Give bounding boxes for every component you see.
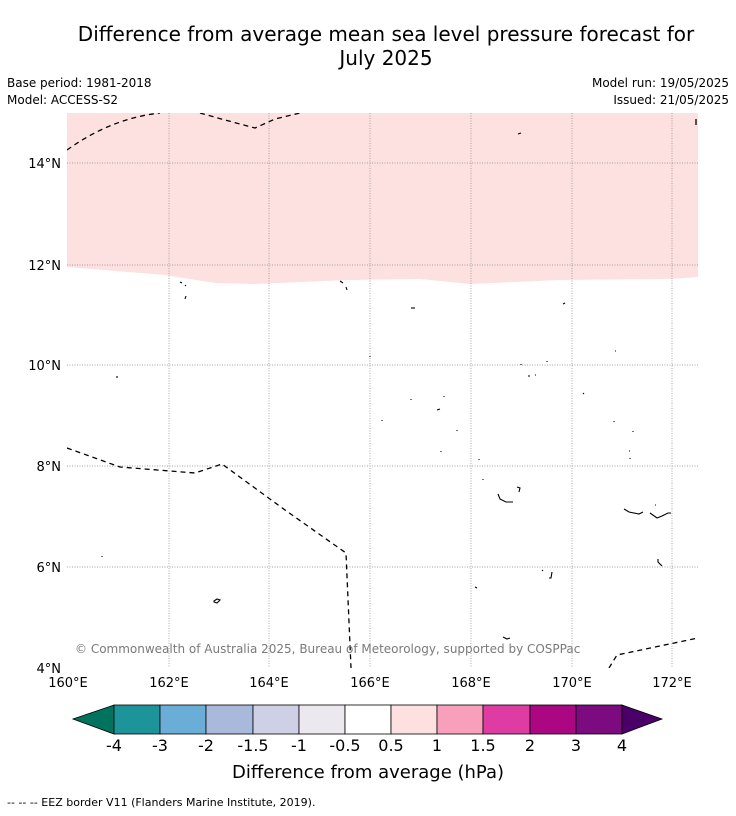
meta-right: Model run: 19/05/2025 Issued: 21/05/2025 [592, 75, 729, 109]
colorbar-cell-11 [575, 704, 623, 735]
colorbar-cell-10 [529, 704, 577, 735]
lat-tick-labels: 14°N 12°N 10°N 8°N 6°N 4°N [28, 157, 61, 677]
lat-tick-4n: 4°N [37, 662, 62, 677]
lon-tick-168e: 168°E [451, 676, 491, 691]
cbar-tick-7: 0.5 [378, 736, 403, 755]
colorbar-cell-2 [159, 704, 207, 735]
copyright-text: © Commonwealth of Australia 2025, Bureau… [75, 642, 580, 656]
chart-title: Difference from average mean sea level p… [36, 22, 736, 70]
cbar-tick-2: -3 [152, 736, 168, 755]
title-line-1: Difference from average mean sea level p… [77, 22, 695, 46]
colorbar-extend-low [71, 704, 115, 735]
colorbar-cell-4 [252, 704, 300, 735]
issued-date: Issued: 21/05/2025 [613, 93, 729, 107]
lon-tick-164e: 164°E [249, 676, 289, 691]
gridlines [67, 113, 698, 668]
lon-tick-labels: 160°E 162°E 164°E 166°E 168°E 170°E 172°… [48, 676, 692, 691]
lon-tick-172e: 172°E [652, 676, 692, 691]
colorbar-cell-3 [205, 704, 254, 735]
title-line-2: July 2025 [339, 46, 433, 70]
colorbar-cell-8 [436, 704, 484, 735]
cbar-tick-4: -1.5 [237, 736, 268, 755]
lon-tick-166e: 166°E [350, 676, 390, 691]
base-period: Base period: 1981-2018 [7, 76, 152, 90]
colorbar-extend-high [621, 704, 664, 735]
lat-tick-14n: 14°N [28, 157, 61, 172]
meta-left: Base period: 1981-2018 Model: ACCESS-S2 [7, 75, 152, 109]
cbar-tick-5: -1 [291, 736, 307, 755]
colorbar-title: Difference from average (hPa) [232, 762, 504, 783]
lon-tick-170e: 170°E [552, 676, 592, 691]
lon-tick-160e: 160°E [48, 676, 88, 691]
cbar-tick-6: -0.5 [329, 736, 360, 755]
colorbar-tick-labels: -4 -3 -2 -1.5 -1 -0.5 0.5 1 1.5 2 3 4 [106, 736, 627, 755]
lat-tick-6n: 6°N [37, 561, 62, 576]
colorbar-cell-6 [344, 704, 392, 735]
model-name: Model: ACCESS-S2 [7, 93, 119, 107]
colorbar-cell-1 [113, 704, 161, 735]
lat-tick-12n: 12°N [28, 259, 61, 274]
cbar-tick-12: 4 [617, 736, 627, 755]
model-run: Model run: 19/05/2025 [591, 76, 729, 90]
cbar-tick-11: 3 [571, 736, 581, 755]
cbar-tick-10: 2 [525, 736, 535, 755]
cbar-tick-8: 1 [432, 736, 442, 755]
eez-borders [67, 113, 698, 668]
footer-note: -- -- -- EEZ border V11 (Flanders Marine… [7, 796, 316, 809]
islands [101, 132, 671, 640]
colorbar-cell-5 [298, 704, 346, 735]
anomaly-region-positive [67, 113, 698, 284]
colorbar-cell-7 [390, 704, 438, 735]
colorbar-cell-9 [482, 704, 531, 735]
cbar-tick-3: -2 [198, 736, 214, 755]
lat-tick-10n: 10°N [28, 359, 61, 374]
cbar-tick-9: 1.5 [470, 736, 495, 755]
cbar-tick-1: -4 [106, 736, 122, 755]
lat-tick-8n: 8°N [37, 460, 62, 475]
colorbar [71, 704, 664, 735]
lon-tick-162e: 162°E [149, 676, 189, 691]
